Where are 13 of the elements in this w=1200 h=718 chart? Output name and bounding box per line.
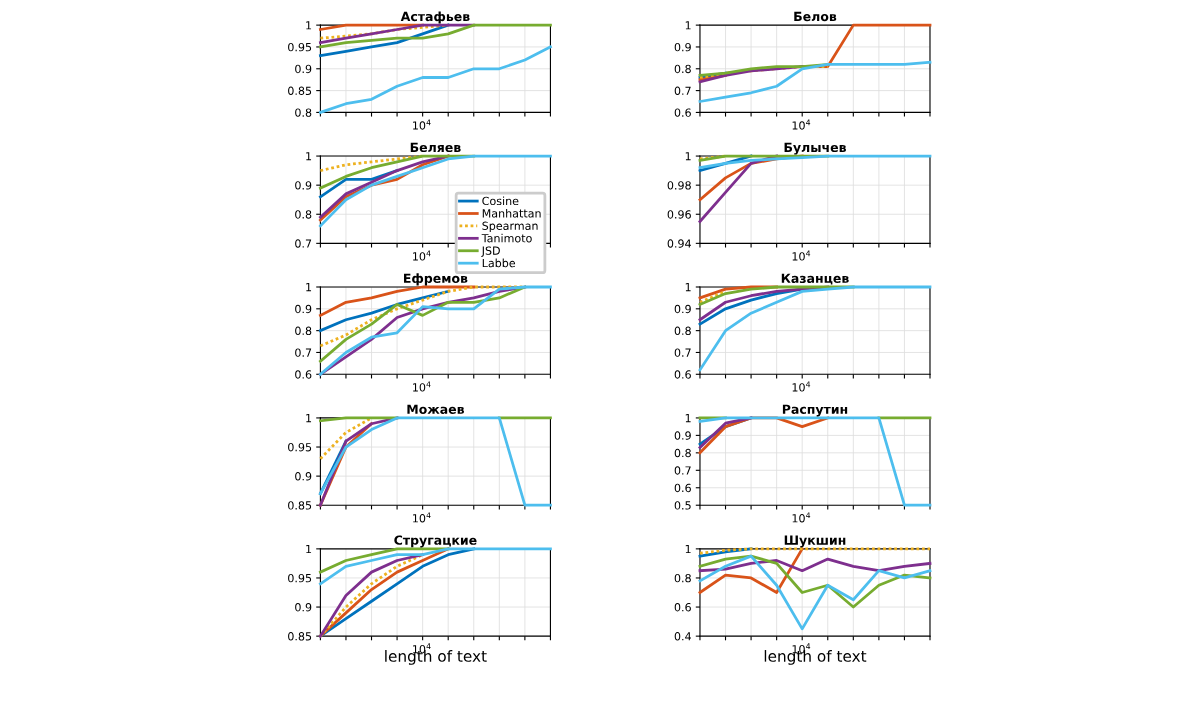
line-series <box>698 547 804 594</box>
line-series <box>319 553 425 638</box>
line-series <box>698 554 932 609</box>
line-series <box>319 289 450 333</box>
line-series <box>698 154 779 223</box>
line-series <box>698 554 932 631</box>
line-series <box>698 60 932 103</box>
line-series <box>319 23 450 58</box>
line-series <box>698 285 932 372</box>
line-series <box>319 416 552 507</box>
line-series <box>319 547 450 574</box>
line-series <box>319 23 476 44</box>
line-series <box>319 285 476 317</box>
